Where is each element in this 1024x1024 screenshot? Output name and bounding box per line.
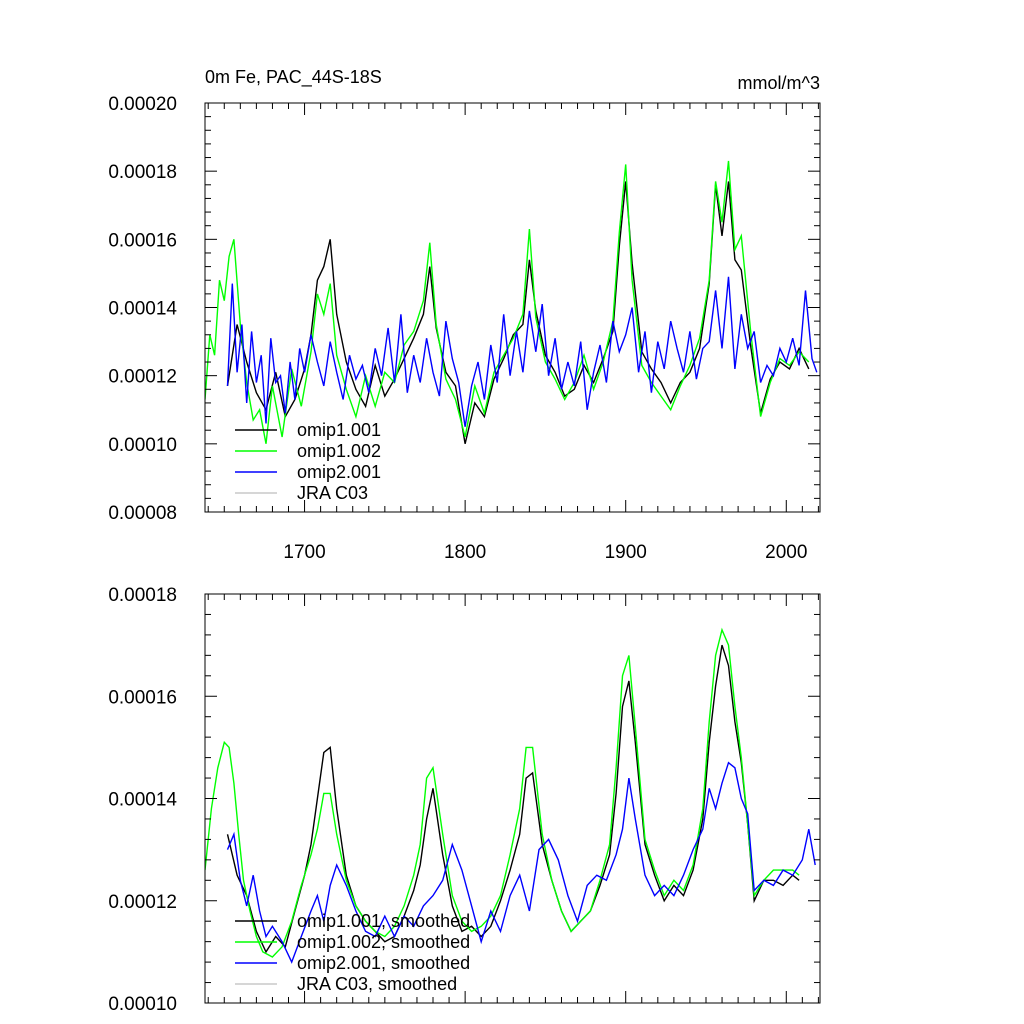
y-tick-label: 0.00012 (108, 367, 177, 388)
units-label: mmol/m^3 (738, 73, 820, 93)
y-tick-label: 0.00010 (108, 435, 177, 456)
series-line-1 (205, 160, 810, 444)
y-tick-label: 0.00018 (108, 585, 177, 606)
legend-label: omip2.001, smoothed (297, 953, 470, 973)
x-tick-label: 1900 (605, 542, 647, 563)
y-tick-label: 0.00014 (108, 790, 177, 811)
y-tick-label: 0.00016 (108, 687, 177, 708)
x-tick-label: 1800 (444, 542, 486, 563)
series-line-2 (226, 761, 816, 964)
legend-label: omip1.002, smoothed (297, 932, 470, 952)
chart-title: 0m Fe, PAC_44S-18S (205, 67, 382, 88)
x-tick-label: 1700 (283, 542, 325, 563)
x-tick-label: 2000 (765, 542, 807, 563)
y-tick-label: 0.00008 (108, 503, 177, 524)
legend-label: omip1.001 (297, 420, 381, 440)
legend-label: omip1.002 (297, 441, 381, 461)
legend-label: JRA C03 (297, 483, 368, 503)
series-line-2 (226, 276, 818, 427)
y-tick-label: 0.00018 (108, 162, 177, 183)
series-line-1 (205, 627, 800, 958)
bottom-panel: 0.00010 0.00012 0.00014 0.00016 0.00018 omip1… (108, 585, 821, 1015)
legend-label: JRA C03, smoothed (297, 974, 457, 994)
y-tick-label: 0.00010 (108, 994, 177, 1015)
y-tick-label: 0.00020 (108, 94, 177, 115)
legend-label: omip2.001 (297, 462, 381, 482)
top-panel: 0m Fe, PAC_44S-18S mmol/m^3 1700 1800 1900 20… (108, 67, 821, 563)
legend-label: omip1.001, smoothed (297, 911, 470, 931)
series-line-0 (226, 644, 800, 954)
y-tick-label: 0.00012 (108, 892, 177, 913)
y-tick-label: 0.00014 (108, 299, 177, 320)
y-tick-label: 0.00016 (108, 230, 177, 251)
